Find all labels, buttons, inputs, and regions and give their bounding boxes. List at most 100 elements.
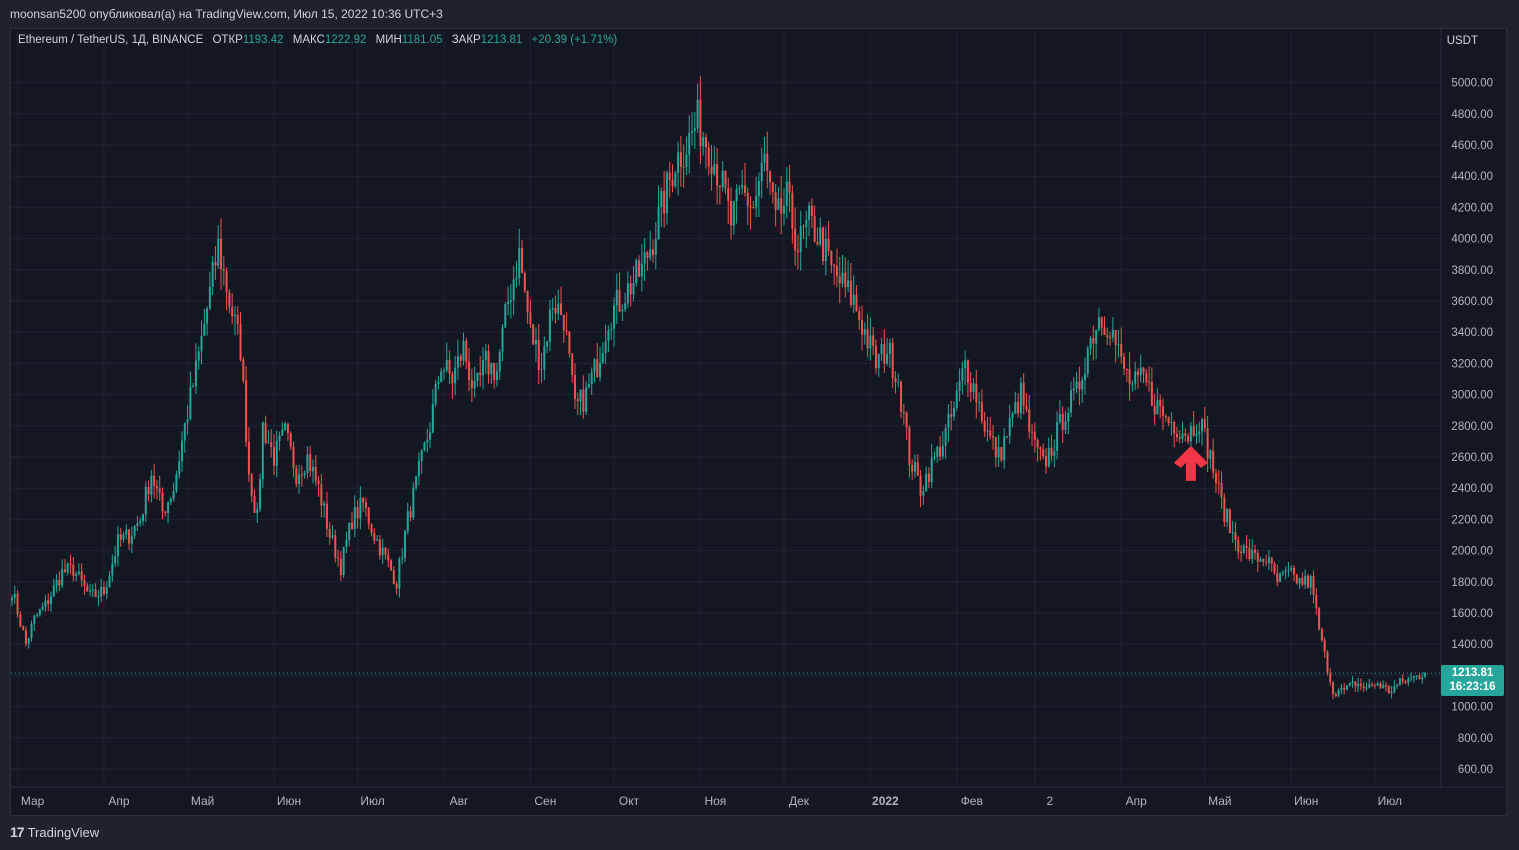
candle-body <box>13 593 16 598</box>
candle-body <box>1187 435 1190 442</box>
candle-body <box>417 461 420 477</box>
candle-body <box>621 309 624 312</box>
candle-body <box>802 226 805 228</box>
candle-body <box>11 597 13 601</box>
tradingview-footer[interactable]: 17 TradingView <box>10 822 99 842</box>
candle-body <box>406 511 409 532</box>
y-tick-label: 2200.00 <box>1451 514 1493 526</box>
candle-body <box>852 294 855 305</box>
candle-body <box>1167 416 1170 423</box>
publisher-line: moonsan5200 опубликовал(а) на TradingVie… <box>10 7 443 21</box>
candle-body <box>1044 456 1047 467</box>
legend-symbol[interactable]: Ethereum / TetherUS, 1Д, BINANCE <box>18 34 204 46</box>
candle-body <box>272 446 275 466</box>
candle-body <box>819 227 822 245</box>
candle-body <box>1198 431 1201 434</box>
candle-body <box>306 454 309 473</box>
candle-body <box>311 466 314 472</box>
candle-body <box>1109 337 1112 339</box>
candle-body <box>1412 675 1415 678</box>
candle-body <box>359 497 362 519</box>
candle-body <box>1287 569 1290 571</box>
candle-body <box>1086 348 1089 374</box>
candle-body <box>1033 432 1036 441</box>
candle-body <box>1228 509 1231 534</box>
candle-body <box>1175 433 1178 438</box>
candle-body <box>1039 447 1042 450</box>
candle-body <box>1345 685 1348 690</box>
candle-body <box>911 464 914 472</box>
candle-body <box>1309 575 1312 588</box>
candle-body <box>785 181 788 206</box>
candle-body <box>158 488 161 493</box>
candle-body <box>671 179 674 187</box>
candle-body <box>217 238 220 266</box>
candle-body <box>470 380 473 389</box>
y-tick-label: 800.00 <box>1458 733 1493 745</box>
candle-body <box>1337 690 1340 696</box>
candle-body <box>816 241 819 245</box>
candle-body <box>858 310 861 321</box>
x-tick-label: 2 <box>1046 794 1053 808</box>
candle-body <box>1281 572 1284 574</box>
candle-body <box>1415 675 1418 677</box>
candle-body <box>1304 575 1307 585</box>
candle-body <box>886 353 889 364</box>
candle-body <box>880 344 883 354</box>
candle-body <box>992 436 995 438</box>
candle-body <box>264 422 267 443</box>
candle-body <box>526 291 529 313</box>
candle-body <box>947 413 950 429</box>
candle-body <box>116 534 119 557</box>
candle-body <box>691 130 694 133</box>
candle-body <box>1003 436 1006 461</box>
candle-body <box>228 292 231 307</box>
legend-high-value: 1222.92 <box>324 34 367 46</box>
chart-frame[interactable] <box>10 28 1507 816</box>
legend-open-value: 1193.42 <box>242 34 284 46</box>
candle-body <box>1354 681 1357 687</box>
legend-change: +20.39 (+1.71%) <box>531 34 618 46</box>
candle-body <box>855 294 858 311</box>
candle-body <box>426 439 429 443</box>
candle-body <box>284 423 287 430</box>
chart-legend: Ethereum / TetherUS, 1Д, BINANCE ОТКР119… <box>18 34 617 46</box>
candle-body <box>50 596 53 604</box>
candle-body <box>585 387 588 412</box>
candle-body <box>1301 578 1304 585</box>
candle-body <box>77 571 80 574</box>
y-tick-label: 3000.00 <box>1451 390 1493 402</box>
arrow-up-icon[interactable] <box>1173 445 1208 481</box>
candle-body <box>1253 549 1256 553</box>
candle-body <box>1332 682 1335 695</box>
candle-body <box>214 262 217 266</box>
candle-body <box>484 350 487 361</box>
candle-body <box>236 314 239 325</box>
candle-body <box>147 487 150 495</box>
candle-body <box>1421 677 1424 680</box>
candle-body <box>1111 330 1114 338</box>
candle-body <box>339 558 342 576</box>
candle-body <box>27 638 30 644</box>
candle-body <box>1170 422 1173 424</box>
candle-body <box>679 152 682 167</box>
candle-body <box>256 509 259 513</box>
candle-body <box>75 573 78 576</box>
x-tick-label: Окт <box>619 794 640 808</box>
candle-body <box>1136 371 1139 376</box>
candle-body <box>314 466 317 481</box>
candle-body <box>1231 532 1234 534</box>
candle-body <box>52 585 55 597</box>
candle-body <box>654 239 657 256</box>
candle-body <box>1181 433 1184 439</box>
candle-body <box>1192 426 1195 436</box>
candle-body <box>102 586 105 594</box>
candle-body <box>626 283 629 304</box>
y-tick-label: 1600.00 <box>1451 608 1493 620</box>
candle-body <box>557 303 560 314</box>
candle-body <box>615 289 618 306</box>
candle-body <box>289 433 292 447</box>
candle-body <box>1418 675 1421 680</box>
candle-body <box>448 359 451 374</box>
